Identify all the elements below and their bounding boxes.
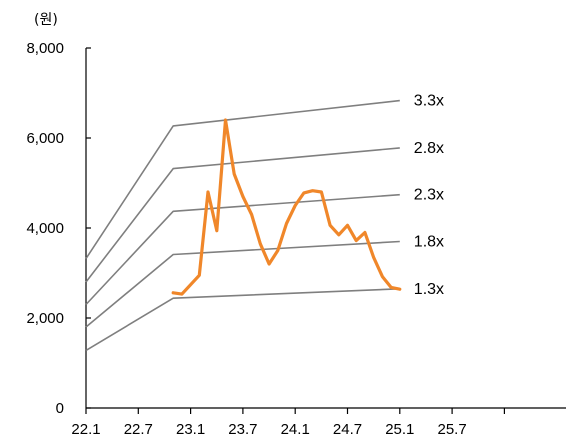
x-tick-label: 24.7: [333, 421, 362, 438]
band-label: 1.8x: [414, 234, 444, 251]
x-tick-label: 23.7: [228, 421, 257, 438]
y-axis-unit-label: (원): [34, 12, 58, 28]
band-labels: 3.3x 2.8x 2.3x 1.8x 1.3x: [414, 93, 444, 298]
band-lines: [85, 99, 400, 352]
y-tick-label: 4,000: [26, 220, 64, 237]
band-line-1.3x: [85, 288, 400, 352]
band-line-3.3x: [85, 99, 400, 260]
y-tick-label: 2,000: [26, 310, 64, 327]
band-line-1.8x: [85, 240, 400, 328]
price-line: [171, 118, 402, 296]
band-label: 2.3x: [414, 187, 444, 204]
x-tick-label: 23.1: [176, 421, 205, 438]
y-tick-label: 8,000: [26, 40, 64, 57]
y-tick-label: 6,000: [26, 130, 64, 147]
band-label: 1.3x: [414, 281, 444, 298]
band-label: 2.8x: [414, 140, 444, 157]
band-label: 3.3x: [414, 93, 444, 110]
x-tick-label: 22.7: [124, 421, 153, 438]
axes: 0 2,000 4,000 6,000 8,000 22.1 22.7 23.1 23.7 24.…: [26, 40, 566, 438]
x-tick-label: 22.1: [71, 421, 100, 438]
band-line-2.8x: [85, 147, 400, 283]
y-tick-label: 0: [56, 400, 64, 417]
price-line-group: [171, 118, 402, 296]
x-tick-label: 25.7: [437, 421, 466, 438]
x-tick-label: 24.1: [281, 421, 310, 438]
x-tick-label: 25.1: [385, 421, 414, 438]
